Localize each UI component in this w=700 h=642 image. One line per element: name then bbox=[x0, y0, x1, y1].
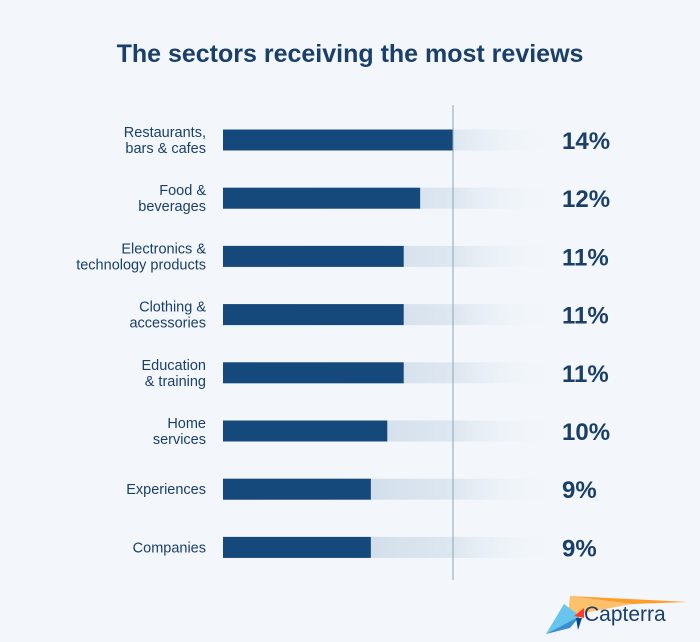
bar bbox=[223, 536, 371, 558]
category-label: Electronics & technology products bbox=[76, 241, 206, 273]
bar bbox=[223, 478, 371, 500]
bar bbox=[223, 245, 404, 267]
bar bbox=[223, 187, 421, 209]
value-label: 11% bbox=[562, 303, 609, 330]
brand-name: Capterra bbox=[584, 603, 666, 626]
bar bbox=[223, 129, 453, 151]
category-label: Companies bbox=[133, 540, 206, 556]
value-label: 12% bbox=[562, 186, 610, 213]
category-label: Clothing & accessories bbox=[129, 300, 206, 332]
value-label: 11% bbox=[562, 361, 609, 388]
bar bbox=[223, 420, 388, 442]
capterra-logo: Capterra bbox=[540, 594, 690, 636]
value-label: 10% bbox=[562, 419, 610, 446]
value-label: 9% bbox=[562, 477, 597, 504]
category-label: Education & training bbox=[142, 358, 207, 390]
category-label: Home services bbox=[153, 416, 206, 448]
value-label: 9% bbox=[562, 535, 597, 562]
chart-title: The sectors receiving the most reviews bbox=[116, 40, 584, 68]
bar bbox=[223, 362, 404, 384]
bar bbox=[223, 304, 404, 326]
category-label: Restaurants, bars & cafes bbox=[124, 125, 206, 157]
value-label: 14% bbox=[562, 128, 610, 155]
value-label: 11% bbox=[562, 244, 609, 271]
category-label: Food & beverages bbox=[138, 183, 206, 215]
category-label: Experiences bbox=[126, 482, 206, 498]
